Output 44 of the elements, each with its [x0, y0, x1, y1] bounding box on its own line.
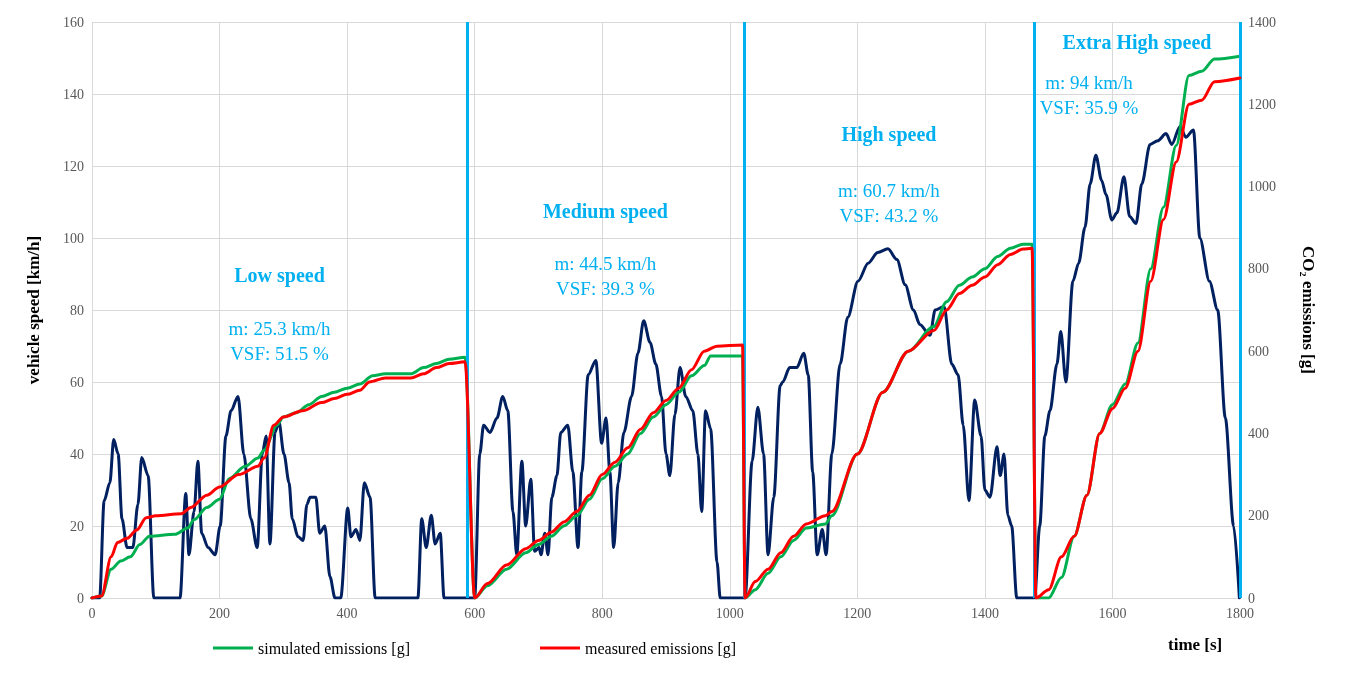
y-tick-label: 0: [77, 590, 84, 606]
annotation: m: 60.7 km/h: [837, 179, 941, 201]
x-tick-label: 600: [464, 605, 486, 621]
y-axis-title: vehicle speed [km/h]: [24, 235, 43, 385]
annotation: m: 25.3 km/h: [228, 317, 331, 339]
y2-tick-label: 600: [1248, 343, 1269, 359]
y-tick-label: 160: [63, 14, 84, 30]
annotation: m: 94 km/h: [1045, 71, 1134, 93]
y2-tick-label: 400: [1248, 425, 1269, 441]
legend-label: measured emissions [g]: [584, 639, 737, 658]
x-tick-label: 200: [209, 605, 231, 621]
annotation: VSF: 51.5 %: [230, 342, 330, 364]
annotation: Low speed: [234, 264, 325, 287]
x-tick-label: 1400: [970, 605, 999, 621]
y2-tick-label: 1200: [1248, 96, 1276, 112]
y2-tick-label: 200: [1248, 508, 1269, 524]
y2-tick-label: 800: [1248, 261, 1269, 277]
annotation: VSF: 35.9 %: [1039, 96, 1139, 118]
y-tick-label: 80: [70, 302, 84, 318]
y2-tick-label: 0: [1248, 590, 1255, 606]
y-tick-label: 120: [63, 158, 84, 174]
x-axis-title: time [s]: [1168, 635, 1223, 654]
x-tick-label: 400: [336, 605, 358, 621]
y-tick-label: 100: [63, 230, 84, 246]
x-tick-label: 800: [591, 605, 613, 621]
x-tick-label: 1800: [1226, 605, 1254, 621]
y-tick-label: 20: [70, 518, 84, 534]
annotation: VSF: 39.3 %: [556, 277, 655, 299]
x-tick-label: 1600: [1098, 605, 1127, 621]
x-tick-label: 1000: [715, 605, 744, 621]
annotation: Medium speed: [542, 200, 668, 223]
y2-tick-label: 1400: [1248, 14, 1276, 30]
x-tick-label: 1200: [843, 605, 872, 621]
annotation: VSF: 43.2 %: [839, 204, 939, 226]
y-tick-label: 40: [70, 446, 84, 462]
y2-tick-label: 1000: [1248, 179, 1276, 195]
y-tick-label: 60: [70, 374, 84, 390]
y-tick-label: 140: [63, 86, 84, 102]
y2-axis-title: CO₂ emissions [g]: [1299, 246, 1318, 374]
x-tick-label: 0: [88, 605, 96, 621]
annotation: m: 44.5 km/h: [554, 252, 657, 274]
legend-label: simulated emissions [g]: [258, 639, 410, 658]
annotation: Extra High speed: [1062, 31, 1212, 54]
annotation: High speed: [841, 123, 937, 146]
